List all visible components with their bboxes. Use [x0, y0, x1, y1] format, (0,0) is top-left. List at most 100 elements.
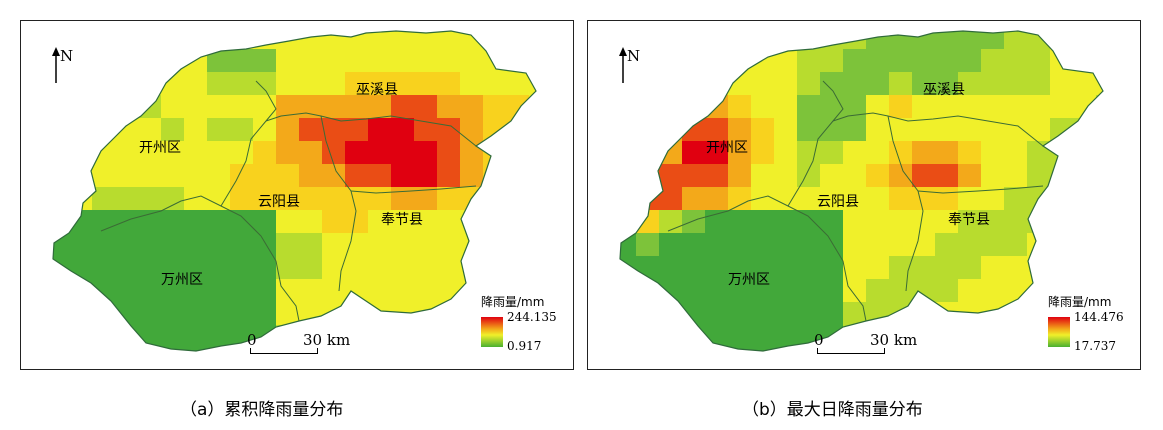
grid-cell	[751, 72, 775, 96]
grid-cell	[322, 95, 346, 119]
grid-cell	[207, 118, 231, 142]
grid-cell	[935, 164, 959, 188]
grid-cell	[322, 210, 346, 234]
grid-cell	[391, 72, 415, 96]
grid-cell	[958, 31, 982, 50]
grid-cell	[820, 49, 844, 73]
north-label: N	[627, 47, 641, 65]
grid-cell	[774, 233, 798, 257]
grid-cell	[322, 118, 346, 142]
grid-cell	[1073, 210, 1097, 234]
grid-cell	[1050, 72, 1074, 96]
grid-cell	[682, 302, 706, 326]
region-outline-a	[52, 30, 537, 352]
grid-cell	[1027, 233, 1051, 257]
grid-cell	[53, 302, 70, 326]
grid-cell	[529, 31, 536, 50]
grid-cell	[843, 164, 867, 188]
grid-cell	[935, 95, 959, 119]
grid-cell	[889, 31, 913, 50]
grid-cell	[299, 187, 323, 211]
grid-cell	[391, 164, 415, 188]
grid-cell	[1096, 256, 1103, 280]
grid-cell	[483, 187, 507, 211]
grid-cell	[253, 256, 277, 280]
grid-cell	[414, 95, 438, 119]
grid-cell	[322, 187, 346, 211]
caption-a: （a）累积降雨量分布	[180, 400, 344, 420]
grid-cell	[1004, 31, 1028, 50]
grid-cell	[299, 95, 323, 119]
grid-cell	[728, 72, 752, 96]
grid-cell	[751, 348, 775, 351]
grid-cell	[935, 279, 959, 303]
grid-cell	[138, 279, 162, 303]
grid-cell	[636, 348, 660, 351]
grid-cell	[460, 325, 484, 349]
grid-cell	[92, 302, 116, 326]
grid-cell	[620, 325, 637, 349]
legend-max: 144.476	[1074, 310, 1124, 324]
grid-cell	[981, 325, 1005, 349]
grid-cell	[161, 118, 185, 142]
grid-cell	[391, 49, 415, 73]
grid-cell	[682, 141, 706, 165]
grid-cell	[620, 31, 637, 50]
grid-cell	[1004, 95, 1028, 119]
grid-cell	[69, 95, 93, 119]
grid-cell	[230, 95, 254, 119]
grid-cell	[659, 187, 683, 211]
grid-cell	[506, 187, 530, 211]
grid-cell	[345, 72, 369, 96]
county-label-wanzhou: 万州区	[161, 272, 203, 288]
grid-cell	[981, 279, 1005, 303]
grid-cell	[728, 31, 752, 50]
grid-cell	[53, 325, 70, 349]
grid-cell	[1004, 49, 1028, 73]
legend-color-ramp	[1048, 317, 1070, 347]
grid-cell	[682, 118, 706, 142]
grid-cell	[92, 256, 116, 280]
grid-cell	[1004, 164, 1028, 188]
grid-cell	[728, 187, 752, 211]
grid-cell	[636, 95, 660, 119]
map-panel-b: N 巫溪县 开州区 云阳县 奉节县 万州区 降雨量/mm 144.476 17.…	[587, 20, 1141, 370]
grid-cell	[437, 31, 461, 50]
grid-cell	[161, 31, 185, 50]
grid-cell	[368, 302, 392, 326]
north-label: N	[60, 47, 74, 65]
grid-cell	[751, 279, 775, 303]
grid-cell	[636, 187, 660, 211]
grid-cell	[322, 49, 346, 73]
county-label-wuxi: 巫溪县	[356, 82, 398, 98]
grid-cell	[506, 233, 530, 257]
county-boundary	[667, 195, 867, 322]
grid-cell	[797, 118, 821, 142]
grid-cell	[682, 187, 706, 211]
grid-cell	[1004, 141, 1028, 165]
grid-cell	[207, 164, 231, 188]
grid-cell	[682, 233, 706, 257]
grid-cell	[207, 279, 231, 303]
grid-cell	[981, 141, 1005, 165]
grid-cell	[797, 72, 821, 96]
grid-cell	[368, 210, 392, 234]
scale-distance: 30 km	[303, 331, 351, 349]
grid-cell	[1050, 95, 1074, 119]
county-boundary	[220, 80, 277, 207]
grid-cell	[345, 31, 369, 50]
grid-cell	[797, 233, 821, 257]
grid-cell	[958, 95, 982, 119]
grid-cell	[751, 233, 775, 257]
grid-cell	[774, 302, 798, 326]
grid-cell	[437, 210, 461, 234]
grid-cell	[1004, 118, 1028, 142]
grid-cell	[161, 348, 185, 351]
grid-cell	[92, 279, 116, 303]
grid-cell	[69, 233, 93, 257]
grid-cell	[230, 302, 254, 326]
grid-cell	[820, 302, 844, 326]
grid-cell	[1027, 49, 1051, 73]
grid-cell	[636, 141, 660, 165]
grid-cell	[981, 187, 1005, 211]
